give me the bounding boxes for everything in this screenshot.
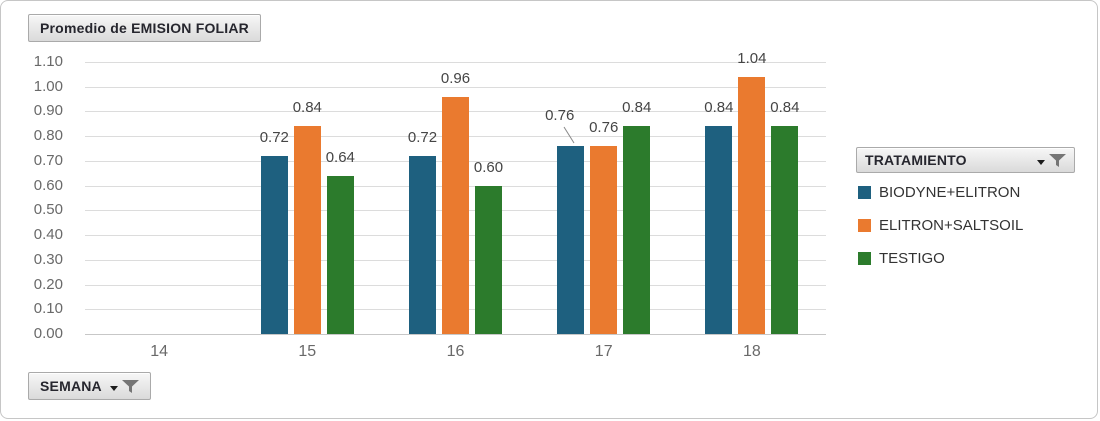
- y-axis-tick-label: 0.90: [33, 102, 63, 119]
- legend-item: TESTIGO: [858, 242, 1023, 275]
- y-axis-tick-label: 0.30: [33, 251, 63, 268]
- legend-field-button[interactable]: TRATAMIENTO: [856, 147, 1075, 173]
- data-label: 0.84: [622, 99, 652, 117]
- data-label: 0.76: [589, 119, 619, 137]
- y-axis-tick-label: 0.40: [33, 226, 63, 243]
- chart-bar: [771, 126, 799, 334]
- data-label-leader-line: [563, 126, 575, 144]
- x-axis-tick-label: 16: [446, 343, 465, 360]
- legend-swatch-icon: [858, 186, 871, 199]
- data-label: 0.84: [292, 99, 322, 117]
- chart-bar: [557, 146, 585, 334]
- axis-field-button[interactable]: SEMANA: [28, 372, 151, 400]
- chart-bar: [326, 175, 354, 334]
- data-label: 0.72: [407, 129, 438, 146]
- values-field-label: Promedio de EMISION FOLIAR: [40, 20, 249, 36]
- legend-filter-controls: [1037, 153, 1066, 167]
- data-label: 0.84: [704, 99, 734, 117]
- chart-bar: [475, 185, 502, 334]
- chart-bar: [442, 96, 469, 334]
- legend: BIODYNE+ELITRON ELITRON+SALTSOIL TESTIGO: [858, 176, 1023, 275]
- data-label: 0.96: [440, 69, 471, 87]
- y-axis-tick-label: 0.70: [33, 152, 63, 169]
- chart-bar: [590, 146, 618, 334]
- y-axis-tick-label: 1.00: [33, 78, 63, 95]
- gridline: [85, 87, 826, 88]
- legend-item: BIODYNE+ELITRON: [858, 176, 1023, 209]
- legend-label: ELITRON+SALTSOIL: [879, 217, 1024, 234]
- axis-field-label: SEMANA: [40, 378, 102, 394]
- y-axis-tick-label: 0.00: [33, 325, 63, 342]
- legend-swatch-icon: [858, 252, 871, 265]
- data-label: 1.04: [737, 49, 767, 67]
- filter-funnel-icon: [1049, 153, 1066, 167]
- chart-bar: [260, 156, 288, 334]
- chart-bar: [738, 76, 766, 334]
- y-axis-tick-label: 0.60: [33, 177, 63, 194]
- data-label: 0.64: [325, 148, 355, 166]
- dropdown-caret-icon: [109, 385, 118, 391]
- y-axis-tick-label: 0.50: [33, 201, 63, 218]
- legend-field-label: TRATAMIENTO: [865, 152, 967, 168]
- gridline: [85, 62, 826, 63]
- legend-item: ELITRON+SALTSOIL: [858, 209, 1023, 242]
- filter-funnel-icon: [121, 379, 139, 393]
- data-label: 0.60: [473, 158, 504, 176]
- chart-bar: [623, 126, 651, 334]
- y-axis-tick-label: 0.80: [33, 127, 63, 144]
- chart-bar: [293, 126, 321, 334]
- y-axis-tick-label: 1.10: [33, 53, 63, 70]
- chart-bar: [705, 126, 733, 334]
- y-axis-tick-label: 0.10: [33, 300, 63, 317]
- legend-swatch-icon: [858, 219, 871, 232]
- x-axis-tick-label: 18: [742, 343, 761, 360]
- data-label: 0.76: [545, 107, 575, 125]
- data-label: 0.84: [770, 99, 800, 117]
- values-field-button[interactable]: Promedio de EMISION FOLIAR: [28, 14, 261, 42]
- chart-bar: [409, 156, 436, 334]
- y-axis-tick-label: 0.20: [33, 276, 63, 293]
- x-axis-tick-label: 17: [594, 343, 613, 360]
- legend-label: TESTIGO: [879, 250, 945, 267]
- x-axis-line: [85, 334, 826, 335]
- dropdown-caret-icon: [1037, 159, 1045, 165]
- data-label: 0.72: [259, 129, 289, 146]
- x-axis-tick-label: 14: [150, 343, 168, 360]
- legend-label: BIODYNE+ELITRON: [879, 184, 1021, 201]
- axis-filter-controls: [109, 379, 139, 393]
- x-axis-tick-label: 15: [298, 343, 317, 360]
